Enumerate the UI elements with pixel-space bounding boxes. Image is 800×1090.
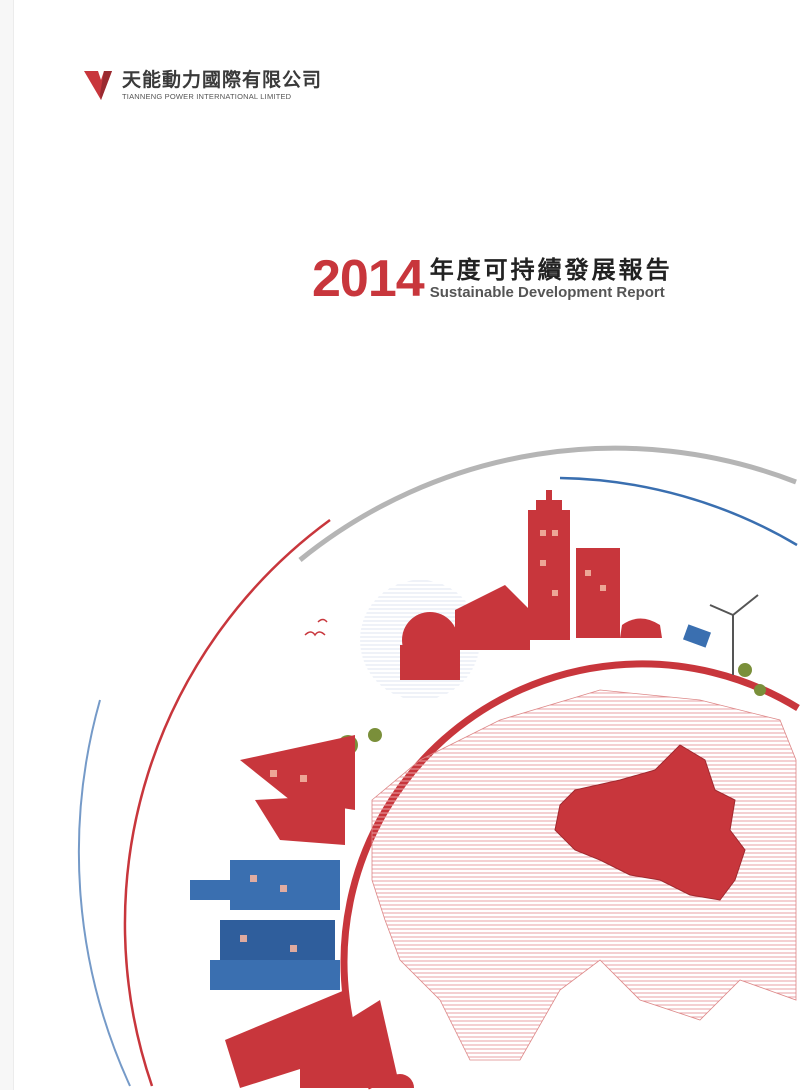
company-name-en: TIANNENG POWER INTERNATIONAL LIMITED	[122, 91, 292, 101]
report-title: 2014 年度可持續發展報告 Sustainable Development R…	[312, 250, 673, 308]
grey-arc	[298, 445, 797, 562]
blue-arc	[559, 476, 798, 547]
red-outer-arc	[123, 518, 331, 1087]
spine-edge	[0, 0, 14, 1090]
company-logo: 天能動力國際有限公司 TIANNENG POWER INTERNATIONAL …	[84, 68, 322, 102]
report-title-cn: 年度可持續發展報告	[429, 256, 673, 284]
report-year: 2014	[312, 250, 425, 308]
skyline-top	[338, 490, 766, 755]
birds	[304, 618, 328, 637]
report-title-en: Sustainable Development Report	[429, 284, 665, 301]
china-map	[554, 744, 746, 901]
blue-outer-arc	[77, 699, 131, 1087]
globe-rim	[340, 660, 800, 1090]
company-name-cn: 天能動力國際有限公司	[122, 68, 323, 91]
skyline-left	[190, 735, 414, 1088]
logo-v-icon	[84, 71, 112, 100]
